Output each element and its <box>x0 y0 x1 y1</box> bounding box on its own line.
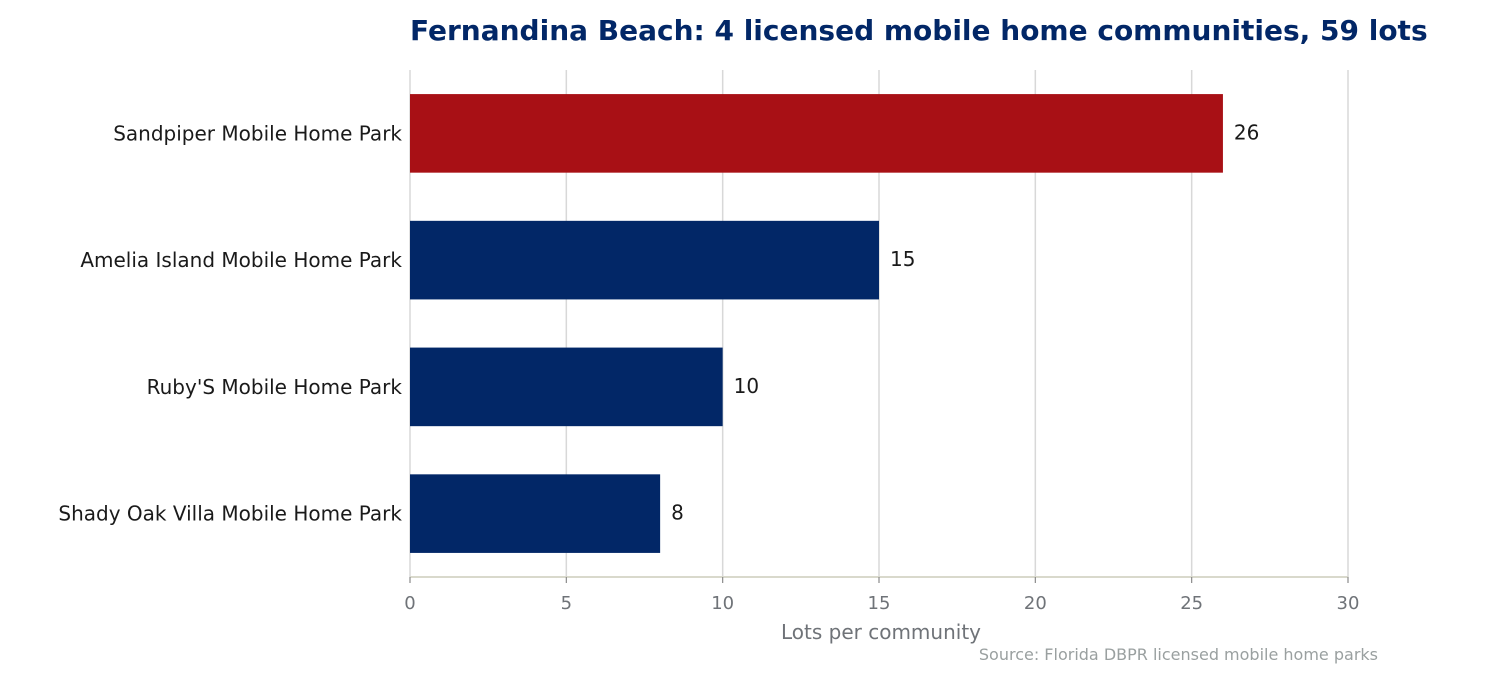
x-tick-label: 10 <box>711 593 734 614</box>
x-ticks: 0 5 10 15 20 25 30 <box>404 577 1359 614</box>
category-label: Amelia Island Mobile Home Park <box>80 248 402 272</box>
category-labels: Sandpiper Mobile Home Park Amelia Island … <box>58 121 402 525</box>
bar <box>410 94 1223 173</box>
value-label: 15 <box>890 247 915 271</box>
bar <box>410 474 661 553</box>
x-tick-label: 25 <box>1180 593 1203 614</box>
x-tick-label: 30 <box>1337 593 1360 614</box>
value-labels: 26 15 10 8 <box>671 120 1259 524</box>
chart-title: Fernandina Beach: 4 licensed mobile home… <box>410 14 1428 47</box>
bars <box>410 94 1223 553</box>
category-label: Shady Oak Villa Mobile Home Park <box>58 502 402 526</box>
bar <box>410 220 879 300</box>
category-label: Ruby'S Mobile Home Park <box>147 375 403 399</box>
value-label: 10 <box>734 374 759 398</box>
x-tick-label: 20 <box>1024 593 1047 614</box>
x-tick-label: 5 <box>561 593 572 614</box>
bar <box>410 347 723 427</box>
x-tick-label: 0 <box>404 593 415 614</box>
value-label: 8 <box>671 501 684 525</box>
source-note: Source: Florida DBPR licensed mobile hom… <box>979 645 1378 664</box>
category-label: Sandpiper Mobile Home Park <box>113 121 402 145</box>
x-tick-label: 15 <box>868 593 891 614</box>
value-label: 26 <box>1234 120 1259 144</box>
x-axis-title: Lots per community <box>781 620 981 644</box>
